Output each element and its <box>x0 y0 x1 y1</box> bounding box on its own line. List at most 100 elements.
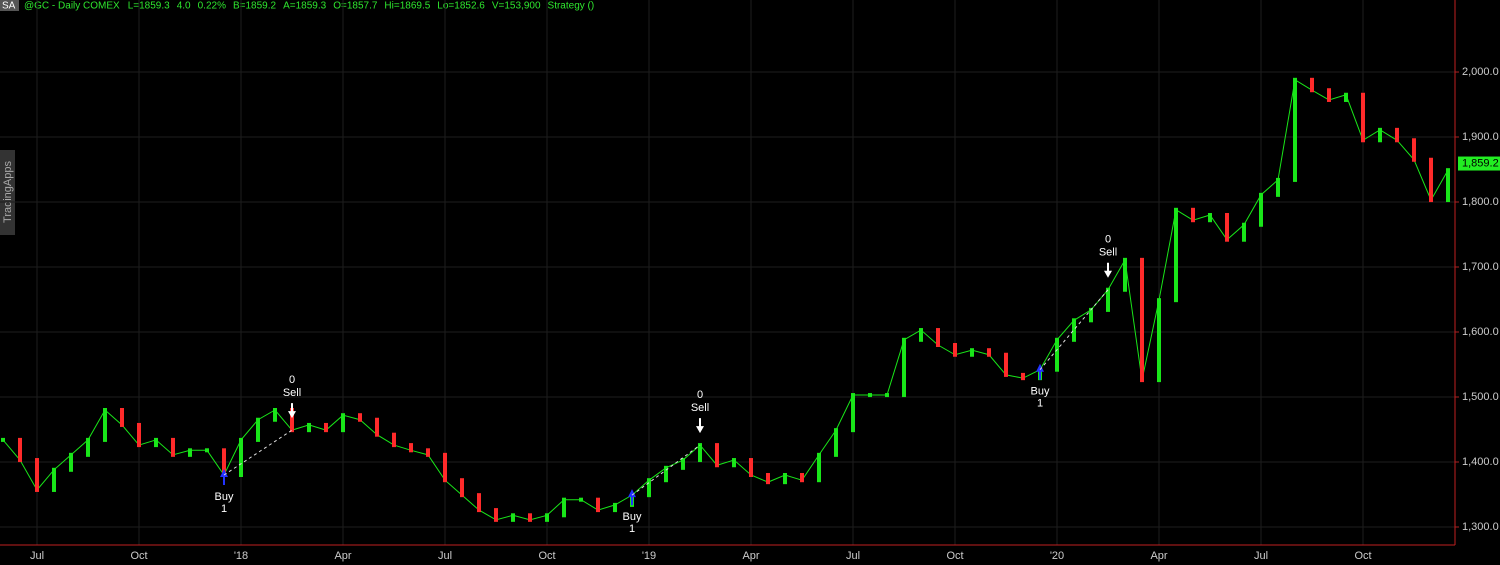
last-price-label: 1,859.2 <box>1462 157 1499 169</box>
y-tick-label: 1,300.0 <box>1462 521 1499 533</box>
sell-arrow <box>696 418 704 434</box>
price-bar <box>817 452 821 483</box>
price-bar <box>970 348 974 357</box>
price-bar <box>1157 298 1161 383</box>
price-bar <box>171 437 175 457</box>
price-bar <box>443 452 447 483</box>
header-item: B=1859.2 <box>233 1 277 12</box>
price-bar <box>222 448 226 477</box>
price-bar <box>1 437 5 442</box>
buy-arrow <box>220 468 228 485</box>
price-bar <box>936 328 940 348</box>
price-bar <box>528 513 532 522</box>
price-bar <box>987 348 991 357</box>
header-item: 4.0 <box>177 1 191 12</box>
price-bar <box>239 437 243 477</box>
price-bar <box>1123 257 1127 292</box>
price-bar <box>1174 207 1178 303</box>
price-bar <box>1055 337 1059 372</box>
header-title: @GC - Daily COMEX <box>24 1 120 12</box>
header-item: Hi=1869.5 <box>384 1 430 12</box>
price-bar <box>1446 168 1450 203</box>
price-bar <box>1089 307 1093 323</box>
price-bar <box>1140 257 1144 383</box>
price-bar <box>35 458 39 492</box>
header-item: O=1857.7 <box>333 1 378 12</box>
price-bar <box>1004 352 1008 377</box>
signal-label: Buy <box>1031 386 1050 398</box>
x-tick-label: Apr <box>742 550 759 562</box>
price-bar <box>511 513 515 522</box>
price-bar <box>1310 77 1314 93</box>
price-bar <box>766 472 770 485</box>
price-bar <box>1293 77 1297 182</box>
price-bar <box>664 465 668 483</box>
signal-label: Buy <box>215 491 234 503</box>
price-bar <box>1242 222 1246 242</box>
signal-quantity: 1 <box>221 503 227 515</box>
signal-quantity: 1 <box>1037 398 1043 410</box>
price-bar <box>834 428 838 457</box>
price-bar <box>851 393 855 433</box>
x-tick-label: Jul <box>1254 550 1268 562</box>
price-bar <box>800 472 804 483</box>
signal-quantity: 1 <box>629 523 635 535</box>
price-bar <box>596 497 600 513</box>
x-tick-label: Apr <box>334 550 351 562</box>
price-bar <box>1395 127 1399 143</box>
price-bar <box>1225 213 1229 242</box>
sell-arrow <box>288 403 296 419</box>
signal-quantity: 0 <box>289 374 295 386</box>
price-bar <box>715 443 719 468</box>
price-bar <box>460 478 464 498</box>
price-bar <box>868 393 872 398</box>
price-bar <box>1208 213 1212 223</box>
price-bar <box>579 497 583 502</box>
signal-label: Sell <box>1099 247 1117 259</box>
price-bar <box>307 422 311 433</box>
price-bar <box>494 508 498 522</box>
price-bar <box>1106 287 1110 312</box>
y-tick-label: 1,600.0 <box>1462 326 1499 338</box>
price-bar <box>562 497 566 518</box>
trade-line <box>631 444 701 496</box>
price-bar <box>426 448 430 457</box>
price-bar <box>1072 318 1076 342</box>
price-bar <box>69 452 73 472</box>
y-tick-label: 1,800.0 <box>1462 196 1499 208</box>
price-bar <box>732 458 736 468</box>
price-bar <box>52 467 56 492</box>
price-bar <box>1191 207 1195 223</box>
symbol-box-text: SA <box>2 1 16 12</box>
price-bar <box>953 343 957 357</box>
x-tick-label: Oct <box>538 550 555 562</box>
trade-line <box>223 429 293 476</box>
price-bar <box>783 472 787 485</box>
price-bar <box>1021 372 1025 381</box>
price-bar <box>137 422 141 448</box>
x-tick-label: Jul <box>846 550 860 562</box>
price-bar <box>477 493 481 513</box>
x-tick-label: Oct <box>946 550 963 562</box>
price-bar <box>341 413 345 433</box>
price-bar <box>1361 92 1365 143</box>
x-tick-label: Jul <box>30 550 44 562</box>
last-price-box <box>1458 156 1500 171</box>
price-line <box>2 79 1449 521</box>
price-bar <box>188 448 192 457</box>
y-tick-label: 2,000.0 <box>1462 66 1499 78</box>
header-item: Lo=1852.6 <box>437 1 485 12</box>
price-bar <box>324 422 328 433</box>
price-bar <box>86 437 90 457</box>
price-bar <box>902 337 906 398</box>
y-tick-label: 1,700.0 <box>1462 261 1499 273</box>
price-bar <box>1344 92 1348 102</box>
header-item: 0.22% <box>198 1 226 12</box>
price-bar <box>1276 177 1280 197</box>
y-tick-label: 1,900.0 <box>1462 131 1499 143</box>
price-bar <box>273 408 277 422</box>
price-bar <box>613 502 617 513</box>
price-bar <box>154 437 158 448</box>
